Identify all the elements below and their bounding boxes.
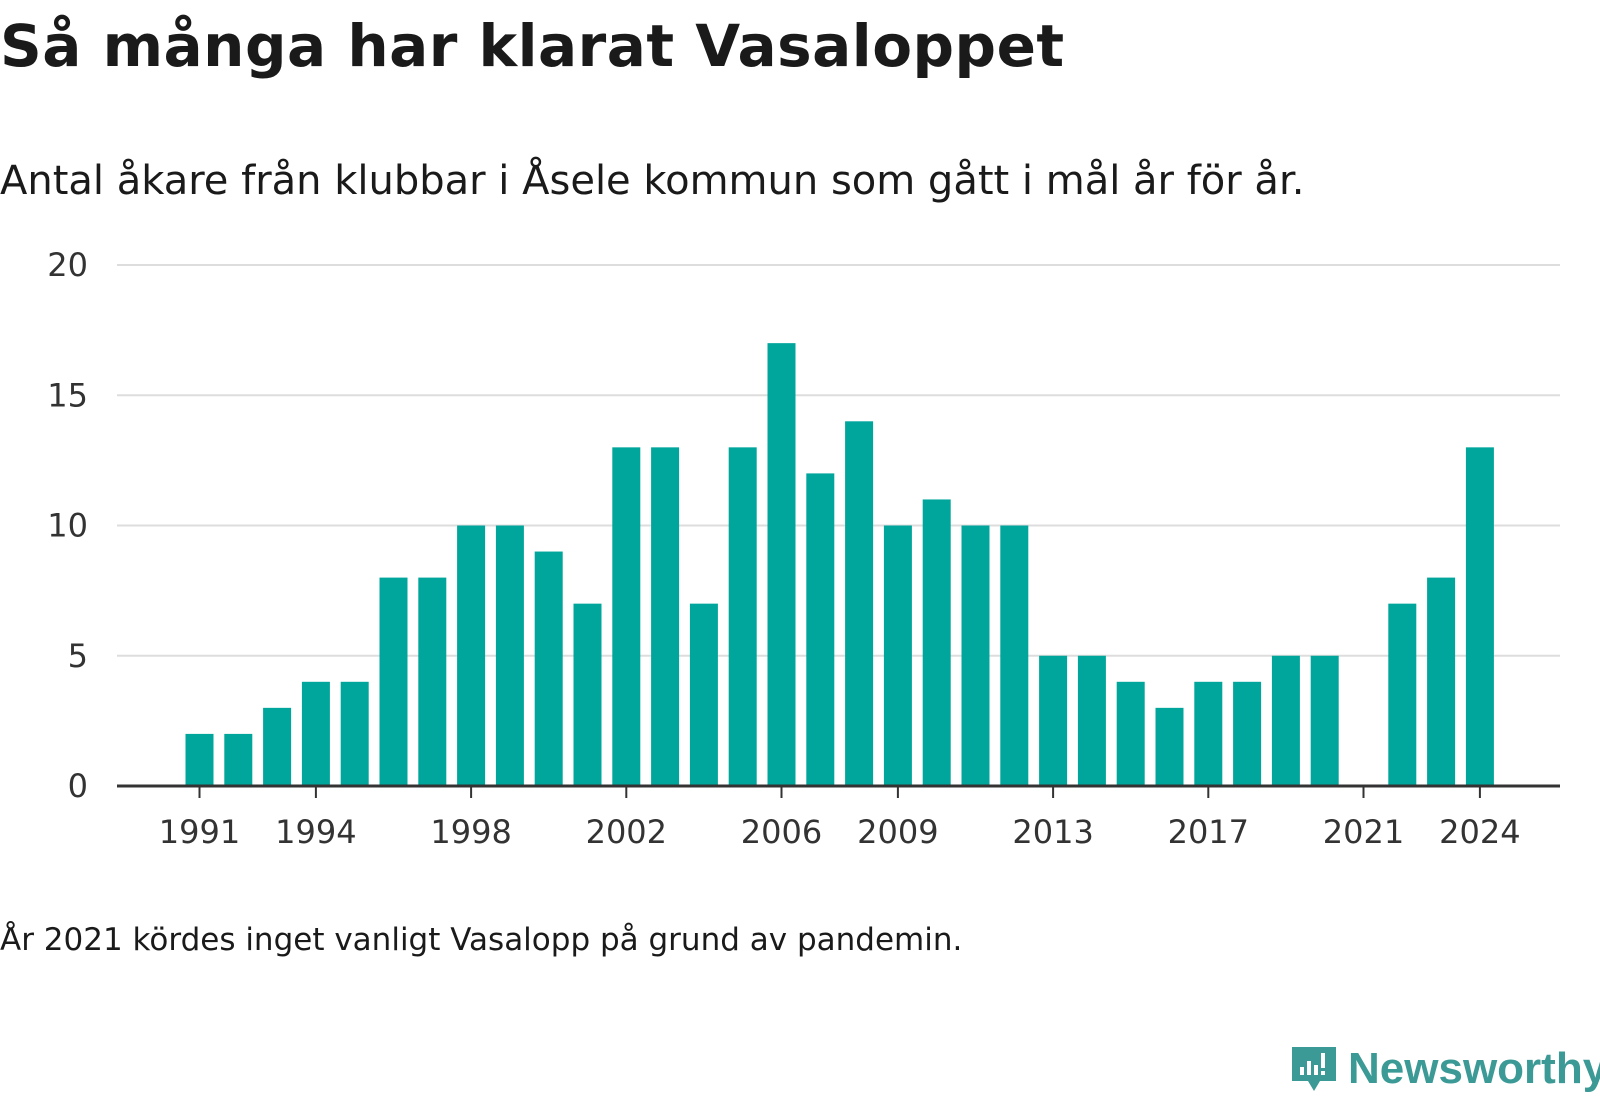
y-tick-label: 15 bbox=[47, 376, 88, 414]
bar bbox=[883, 525, 912, 786]
logo-text: Newsworthy bbox=[1348, 1044, 1600, 1093]
x-tick-label: 2013 bbox=[1012, 813, 1093, 851]
bar bbox=[301, 681, 330, 786]
bar bbox=[263, 707, 292, 786]
bar bbox=[1077, 655, 1106, 786]
bar bbox=[689, 603, 718, 786]
bar bbox=[418, 577, 447, 786]
y-tick-label: 20 bbox=[47, 246, 88, 284]
bar bbox=[651, 447, 680, 786]
bar bbox=[1194, 681, 1223, 786]
y-tick-label: 0 bbox=[68, 767, 88, 805]
bar bbox=[1233, 681, 1262, 786]
y-tick-label: 5 bbox=[68, 637, 88, 675]
chart-title: Så många har klarat Vasaloppet bbox=[0, 12, 1065, 80]
bar bbox=[845, 421, 874, 786]
bar bbox=[1427, 577, 1456, 786]
bar bbox=[767, 343, 796, 786]
bar bbox=[1116, 681, 1145, 786]
bar bbox=[612, 447, 641, 786]
bar bbox=[1271, 655, 1300, 786]
x-tick-label: 1998 bbox=[430, 813, 511, 851]
x-tick-label: 2002 bbox=[586, 813, 667, 851]
bars bbox=[185, 343, 1494, 786]
x-tick-label: 1994 bbox=[275, 813, 356, 851]
x-tick-label: 1991 bbox=[159, 813, 240, 851]
x-tick-label: 2009 bbox=[857, 813, 938, 851]
bar bbox=[534, 551, 563, 786]
newsworthy-logo: Newsworthy bbox=[1290, 1044, 1600, 1094]
bar bbox=[340, 681, 369, 786]
bar bbox=[224, 733, 253, 786]
bar bbox=[728, 447, 757, 786]
bar-chart: 0 5 10 15 20 1991 1994 1998 2002 2006 2009 2013 201… bbox=[47, 246, 1560, 851]
bar bbox=[573, 603, 602, 786]
footnote: År 2021 kördes inget vanligt Vasalopp på… bbox=[0, 922, 963, 958]
x-tick-label: 2017 bbox=[1168, 813, 1249, 851]
bar bbox=[922, 499, 951, 786]
y-axis-ticks: 0 5 10 15 20 bbox=[47, 246, 88, 805]
bar bbox=[457, 525, 486, 786]
bar bbox=[1465, 447, 1494, 786]
bar bbox=[961, 525, 990, 786]
x-tick-label: 2006 bbox=[741, 813, 822, 851]
bar bbox=[1039, 655, 1068, 786]
bar bbox=[1155, 707, 1184, 786]
bar bbox=[1310, 655, 1339, 786]
bar bbox=[495, 525, 524, 786]
y-tick-label: 10 bbox=[47, 507, 88, 545]
bar bbox=[185, 733, 214, 786]
newsworthy-chart-icon bbox=[1292, 1047, 1336, 1091]
x-tick-label: 2021 bbox=[1323, 813, 1404, 851]
bar bbox=[379, 577, 408, 786]
x-axis-ticks: 1991 1994 1998 2002 2006 2009 2013 2017 2021 2024 bbox=[159, 786, 1521, 851]
bar bbox=[806, 473, 835, 786]
bar bbox=[1388, 603, 1417, 786]
chart-subtitle: Antal åkare från klubbar i Åsele kommun … bbox=[0, 158, 1305, 204]
bar bbox=[1000, 525, 1029, 786]
gridlines bbox=[117, 264, 1560, 657]
x-tick-label: 2024 bbox=[1439, 813, 1520, 851]
